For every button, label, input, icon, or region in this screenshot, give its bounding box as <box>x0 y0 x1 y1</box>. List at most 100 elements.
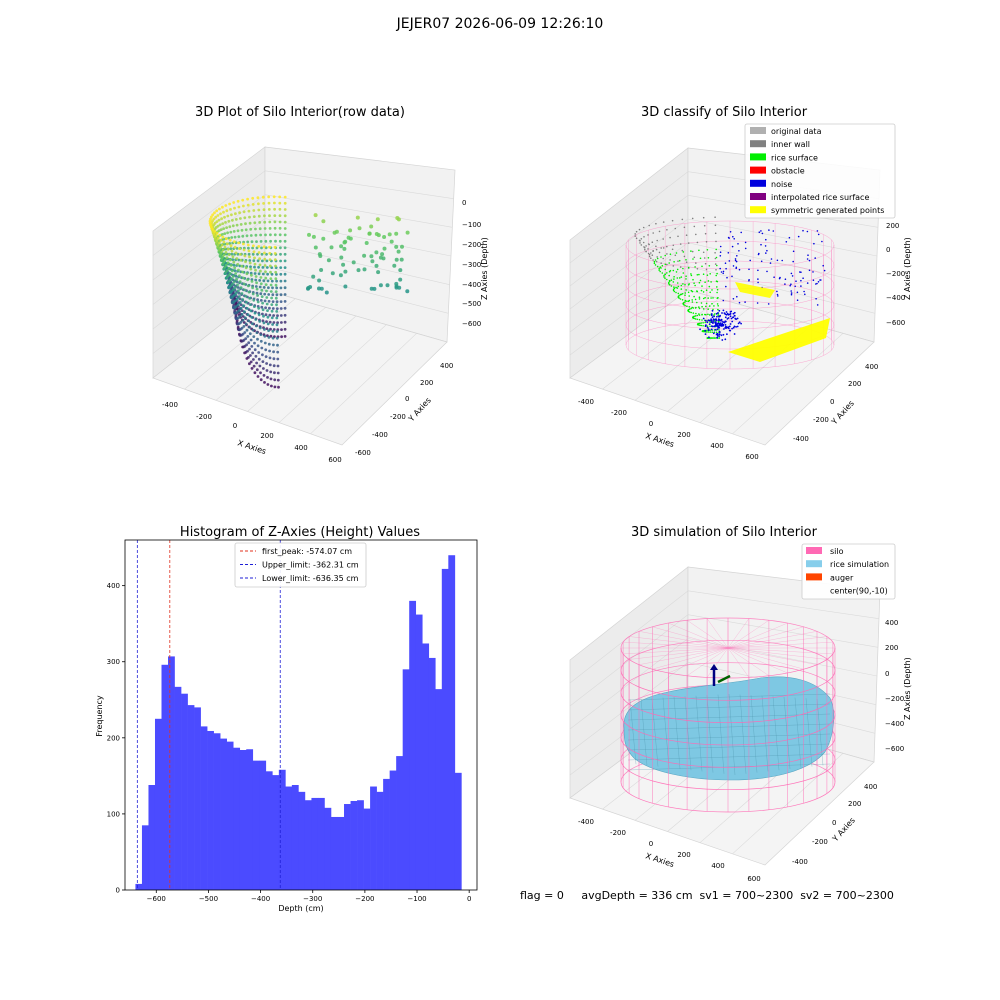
data-point <box>273 385 277 389</box>
data-point <box>273 258 277 262</box>
data-point <box>232 280 236 284</box>
data-point <box>668 274 670 277</box>
data-point <box>238 297 242 301</box>
data-point <box>664 277 666 280</box>
noise-point <box>816 304 819 306</box>
data-point <box>260 295 264 298</box>
data-point <box>283 239 287 243</box>
data-point <box>240 292 244 295</box>
raw-gridlines <box>152 170 454 435</box>
data-point <box>262 279 266 283</box>
noise-point <box>722 270 725 273</box>
silo-roof-spoke <box>727 620 770 649</box>
data-point <box>264 246 268 250</box>
data-point <box>257 214 261 218</box>
data-point <box>280 335 283 339</box>
histogram-y-ticks: 0 100 200 300 400 <box>107 582 125 895</box>
data-point <box>666 245 668 248</box>
silo-roof-spoke <box>727 647 804 670</box>
data-point <box>257 202 260 206</box>
data-point <box>279 307 283 310</box>
noise-point <box>726 333 728 336</box>
data-point <box>394 281 399 286</box>
data-point <box>696 301 698 304</box>
noise-point <box>806 230 809 233</box>
data-point <box>650 252 652 254</box>
data-point <box>695 306 697 309</box>
gridline <box>602 298 720 390</box>
data-point <box>702 308 705 310</box>
classify-y-tick: 200 <box>848 380 861 388</box>
data-point <box>710 337 713 339</box>
data-point <box>232 263 236 267</box>
data-point <box>645 250 647 253</box>
data-point <box>274 296 278 300</box>
data-point <box>261 312 264 316</box>
data-point <box>712 337 714 339</box>
data-point <box>653 262 656 265</box>
noise-point <box>733 311 736 314</box>
noise-point <box>767 303 770 305</box>
data-point <box>270 303 274 306</box>
data-point <box>260 305 264 309</box>
data-point <box>643 236 645 238</box>
simulation-z-tick: 0 <box>885 670 889 678</box>
data-point <box>369 254 374 259</box>
data-point <box>248 332 252 335</box>
data-point <box>655 245 657 248</box>
data-point <box>696 318 699 321</box>
data-point <box>701 285 703 287</box>
data-point <box>266 279 270 283</box>
data-point <box>232 201 236 204</box>
raw-y-tick: -600 <box>355 449 371 457</box>
data-point <box>274 239 277 243</box>
data-point <box>679 266 682 268</box>
data-point <box>716 286 718 288</box>
data-point <box>254 278 258 282</box>
data-point <box>222 240 226 244</box>
data-point <box>257 265 260 269</box>
noise-point <box>711 309 714 312</box>
data-point <box>696 241 699 244</box>
data-point <box>702 216 705 219</box>
data-point <box>230 269 234 273</box>
noise-point <box>740 322 742 325</box>
data-point <box>242 325 246 328</box>
data-point <box>313 213 318 218</box>
raw-y-tick: -200 <box>390 413 406 421</box>
data-point <box>242 304 246 307</box>
data-point <box>263 341 267 345</box>
data-point <box>704 232 707 235</box>
simulation-y-tick: 0 <box>832 819 836 827</box>
data-point <box>260 288 264 292</box>
data-point <box>640 238 643 240</box>
data-point <box>279 279 283 283</box>
data-point <box>258 279 262 282</box>
rice-mesh-line <box>627 743 831 751</box>
data-point <box>276 357 280 361</box>
data-point <box>240 309 244 312</box>
noise-point <box>724 262 727 265</box>
data-point <box>224 221 227 224</box>
data-point <box>223 245 227 249</box>
rice-mesh-line <box>627 733 831 741</box>
data-point <box>635 230 638 233</box>
data-point <box>275 316 279 320</box>
noise-point <box>734 259 737 262</box>
noise-point <box>730 317 733 320</box>
data-point <box>268 320 272 324</box>
histogram-bar <box>226 741 234 890</box>
data-point <box>324 290 329 295</box>
noise-point <box>732 316 735 318</box>
data-point <box>218 223 222 227</box>
noise-point <box>792 260 794 263</box>
data-point <box>236 199 240 203</box>
data-point <box>237 205 241 209</box>
data-point <box>712 308 714 311</box>
data-point <box>374 232 379 236</box>
data-point <box>263 292 267 296</box>
silo-roof-spoke <box>652 626 729 649</box>
rice-mesh-line <box>651 698 659 767</box>
data-point <box>680 276 683 278</box>
noise-point <box>790 272 793 275</box>
